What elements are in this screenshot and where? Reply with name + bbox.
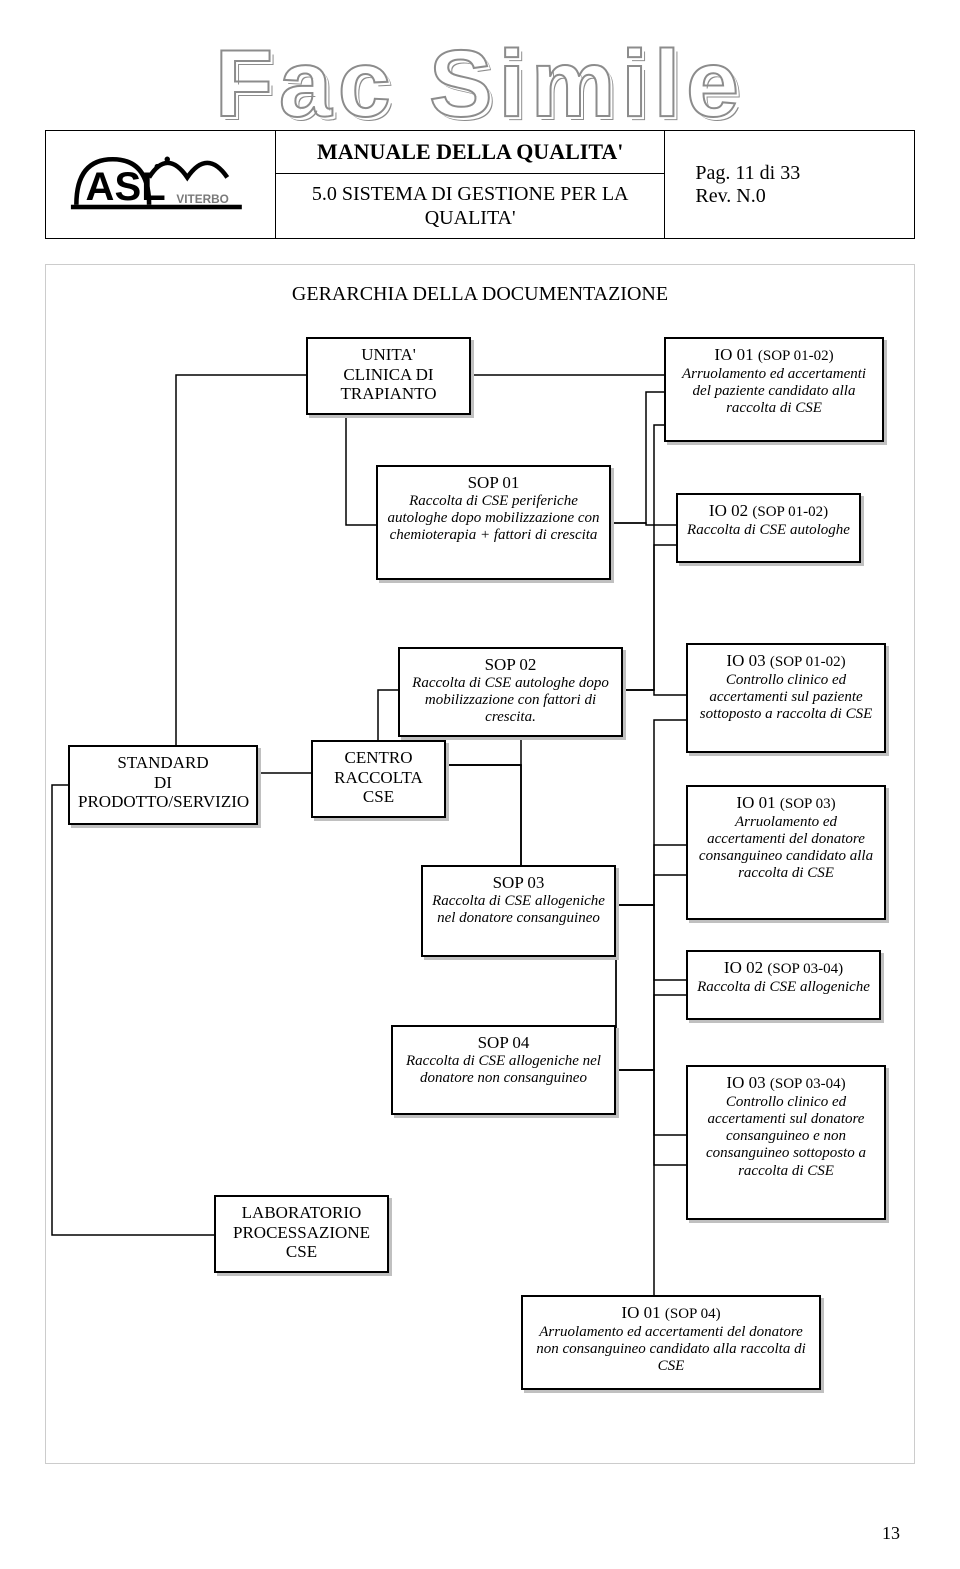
box-io01a: IO 01 (SOP 01-02)Arruolamento ed accerta…	[664, 337, 884, 442]
box-standard: STANDARDDIPRODOTTO/SERVIZIO	[68, 745, 258, 825]
box-io02a: IO 02 (SOP 01-02)Raccolta di CSE autolog…	[676, 493, 861, 563]
watermark-text: Fac Simile	[215, 30, 745, 139]
diagram-area: GERARCHIA DELLA DOCUMENTAZIONE STANDARDD…	[45, 264, 915, 1464]
box-io03a: IO 03 (SOP 01-02)Controllo clinico ed ac…	[686, 643, 886, 753]
header-rev: Rev. N.0	[675, 185, 904, 208]
box-io03b: IO 03 (SOP 03-04)Controllo clinico ed ac…	[686, 1065, 886, 1220]
header-table: A SL VITERBO MANUALE DELLA QUALITA' Pag.…	[45, 130, 915, 239]
box-io02b: IO 02 (SOP 03-04)Raccolta di CSE allogen…	[686, 950, 881, 1020]
svg-text:A: A	[86, 165, 115, 209]
box-centro: CENTRORACCOLTACSE	[311, 740, 446, 818]
svg-text:SL: SL	[115, 165, 166, 209]
header-page-cell: Pag. 11 di 33 Rev. N.0	[665, 131, 915, 239]
asl-logo: A SL VITERBO	[60, 141, 260, 223]
header-title-2: 5.0 SISTEMA DI GESTIONE PER LA QUALITA'	[275, 174, 664, 239]
box-sop03: SOP 03Raccolta di CSE allogeniche nel do…	[421, 865, 616, 957]
svg-text:VITERBO: VITERBO	[177, 192, 229, 206]
box-io01c: IO 01 (SOP 04)Arruolamento ed accertamen…	[521, 1295, 821, 1390]
header-title-1: MANUALE DELLA QUALITA'	[275, 131, 664, 174]
box-sop02: SOP 02Raccolta di CSE autologhe dopo mob…	[398, 647, 623, 737]
box-sop01: SOP 01Raccolta di CSE periferiche autolo…	[376, 465, 611, 580]
header-page: Pag. 11 di 33	[675, 162, 904, 185]
box-unita: UNITA'CLINICA DITRAPIANTO	[306, 337, 471, 415]
page-number: 13	[882, 1523, 900, 1544]
box-lab: LABORATORIOPROCESSAZIONECSE	[214, 1195, 389, 1273]
diagram-title: GERARCHIA DELLA DOCUMENTAZIONE	[46, 283, 914, 306]
box-io01b: IO 01 (SOP 03)Arruolamento ed accertamen…	[686, 785, 886, 920]
box-sop04: SOP 04Raccolta di CSE allogeniche nel do…	[391, 1025, 616, 1115]
header-logo-cell: A SL VITERBO	[46, 131, 276, 239]
